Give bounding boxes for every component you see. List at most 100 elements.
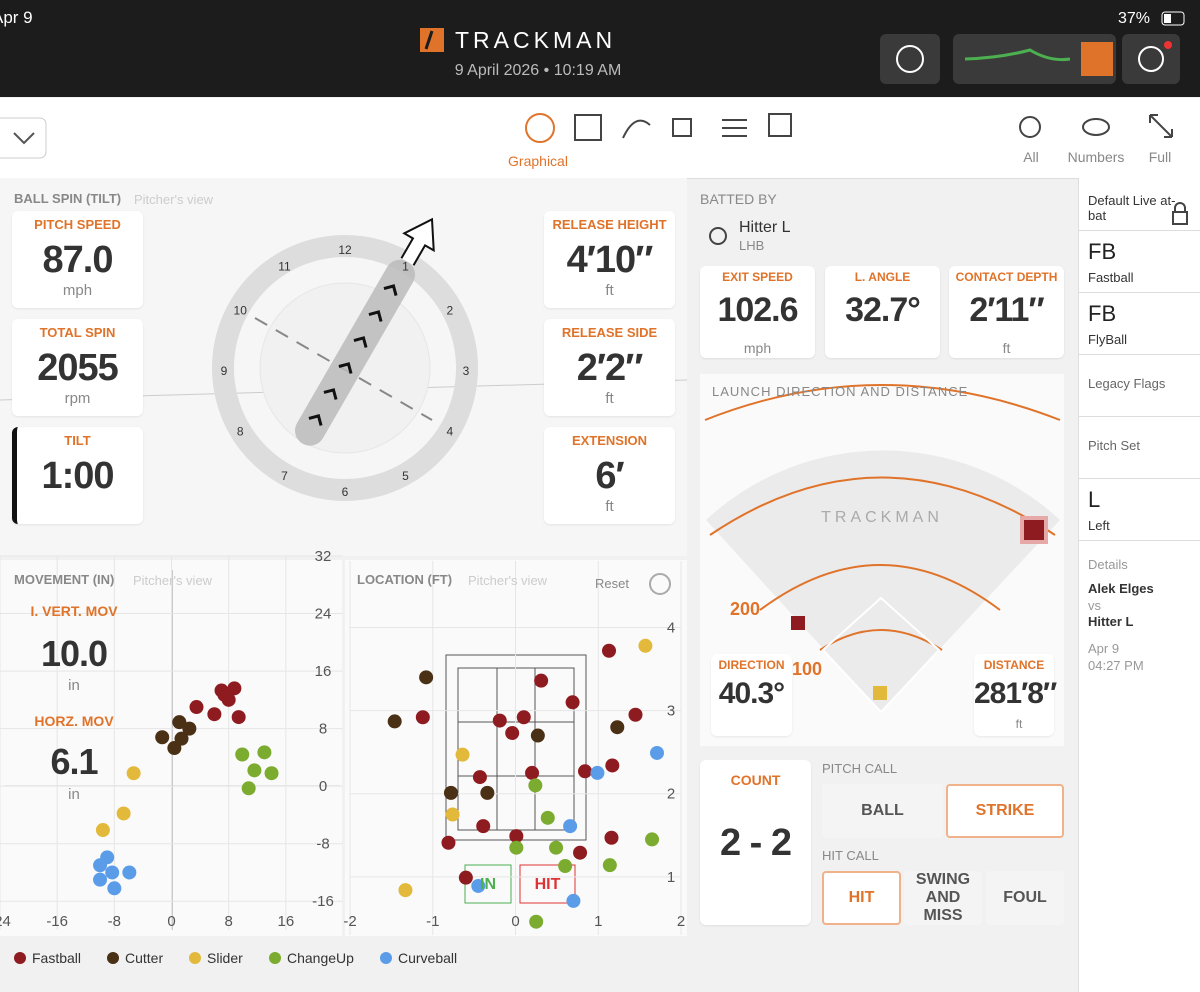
pitch-point (565, 695, 580, 710)
all-icon[interactable] (1019, 116, 1041, 138)
pitch-point (590, 765, 605, 780)
sidebar-row (1079, 292, 1200, 354)
y-tick-label: 16 (315, 663, 332, 680)
pitch-point (505, 726, 520, 741)
dial-ring (212, 235, 478, 501)
legend-label: Fastball (32, 950, 82, 966)
pitch-point (398, 883, 413, 898)
metric-unit: ft (605, 390, 614, 407)
call-button[interactable]: BALL (822, 784, 943, 838)
clock-label: 3 (463, 364, 470, 378)
y-tick-label: -16 (312, 893, 334, 910)
sidebar-row (1079, 416, 1200, 478)
metric-card (12, 427, 143, 524)
tab-label[interactable]: Graphical (508, 153, 568, 169)
reset-icon[interactable] (649, 573, 671, 595)
device-button[interactable] (953, 34, 1116, 84)
call-button[interactable]: SWING AND MISS (904, 871, 982, 925)
metric-value: 2′2″ (576, 347, 644, 389)
pitch-point (638, 638, 653, 653)
pitch-point (235, 747, 250, 762)
pitch-point (525, 765, 540, 780)
legend-swatch (14, 952, 26, 964)
pitch-point (182, 721, 197, 736)
clock-label: 9 (221, 364, 228, 378)
metric-label: RELEASE HEIGHT (552, 217, 667, 232)
metric-unit: rpm (64, 390, 91, 407)
full-icon[interactable] (1149, 114, 1173, 138)
battery-text: 37% (1118, 10, 1151, 27)
pitch-point (492, 713, 507, 728)
trajectory-icon[interactable] (622, 119, 651, 139)
metric-card (544, 211, 675, 308)
arc-mid (709, 476, 1056, 536)
metric-unit: mph (743, 340, 772, 356)
tiles-icon[interactable] (574, 114, 602, 141)
zone-grid (458, 668, 574, 830)
tilt-arrow (400, 217, 435, 266)
legend-label: Slider (207, 950, 243, 966)
pitch-point (509, 840, 524, 855)
view-label[interactable]: Numbers (1067, 149, 1125, 165)
pitch-point (534, 673, 549, 688)
metric-label: PITCH SPEED (34, 217, 121, 232)
pitch-point (458, 870, 473, 885)
menu-button[interactable] (880, 34, 940, 84)
metric-label: DISTANCE (983, 658, 1045, 672)
call-label: PITCH CALL (822, 761, 898, 776)
metric-label: L. ANGLE (854, 270, 911, 284)
clock-label: 1 (402, 259, 409, 273)
pitch-point (516, 710, 531, 725)
hit-box (519, 864, 576, 904)
pitch-point (558, 859, 573, 874)
view-label[interactable]: All (1023, 149, 1039, 165)
item-code: L (1088, 487, 1101, 512)
pitch-point (214, 683, 229, 698)
y-tick-label: 24 (315, 606, 332, 623)
field (706, 450, 1060, 712)
x-tick-label: -16 (46, 913, 68, 930)
clock-label: 6 (342, 485, 349, 499)
dropdown[interactable] (0, 117, 47, 159)
readout-value: 6.1 (50, 741, 98, 782)
settings-button[interactable] (1122, 34, 1180, 84)
pitch-point (509, 829, 524, 844)
pitch-point (95, 823, 110, 838)
clock-label: 4 (446, 425, 453, 439)
call-button[interactable]: HIT (822, 871, 901, 925)
call-button[interactable]: FOUL (986, 871, 1064, 925)
pitch-point (650, 745, 665, 760)
pitch-point (387, 714, 402, 729)
spin-band (295, 259, 415, 446)
panel-title: LOCATION (FT) (357, 572, 453, 587)
clock-label: 8 (237, 425, 244, 439)
call-button[interactable]: STRIKE (946, 784, 1064, 838)
helmet-icon (709, 227, 727, 245)
zone-label: IN (480, 876, 496, 893)
legend-label: Cutter (125, 950, 164, 966)
pitch-point (563, 819, 578, 834)
compare-icon[interactable] (768, 113, 792, 137)
detail-pitcher: Alek Elges (1088, 581, 1154, 596)
video-icon[interactable] (672, 118, 692, 137)
view-label[interactable]: Full (1148, 149, 1172, 165)
metric-value: 2055 (37, 347, 119, 389)
pitch-point (105, 865, 120, 880)
pitch-point (227, 681, 242, 696)
datetime: 9 April 2026 • 10:19 AM (454, 62, 622, 79)
x-tick-label: 16 (277, 913, 294, 930)
reset-button[interactable]: Reset (595, 576, 629, 591)
item-code: FB (1088, 301, 1117, 326)
graphical-icon[interactable] (525, 113, 555, 143)
pitch-point (602, 643, 617, 658)
pitch-point (231, 710, 246, 725)
panel-subtitle: Pitcher's view (134, 192, 214, 207)
battery (1161, 11, 1185, 26)
direction-card (711, 654, 792, 736)
numbers-icon[interactable] (1082, 118, 1110, 136)
logo-mark (424, 30, 434, 50)
list-icon[interactable] (722, 119, 747, 137)
clock-label: 11 (278, 259, 291, 273)
metric-card (825, 266, 940, 358)
sidebar-row (1079, 540, 1200, 542)
